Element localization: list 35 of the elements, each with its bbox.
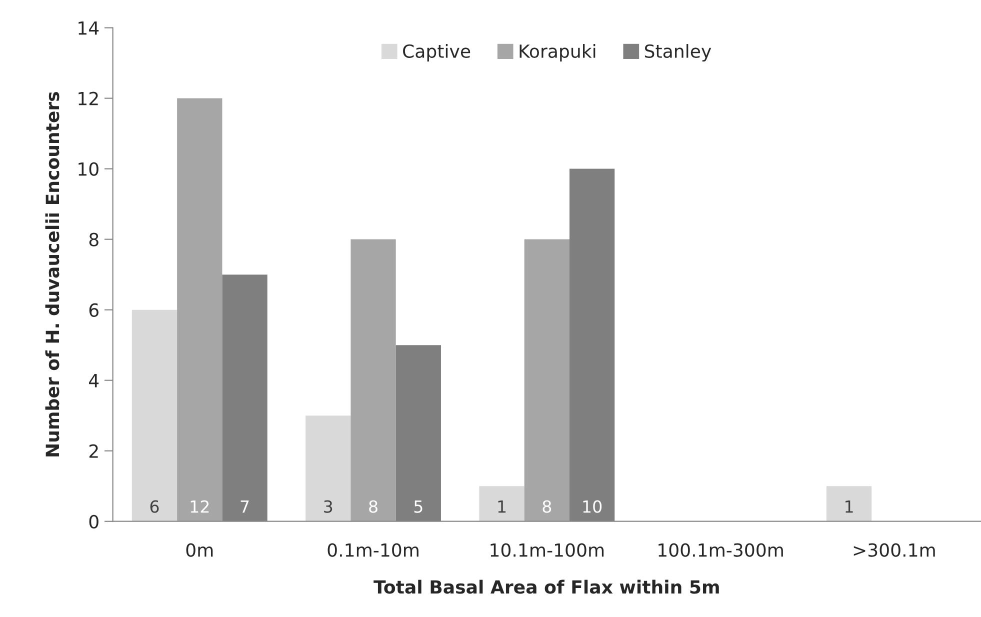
bar [350,239,396,522]
y-tick-label: 4 [89,374,99,388]
x-axis-title: Total Basal Area of Flax within 5m [374,580,719,594]
y-tick-label: 12 [78,92,98,106]
data-label: 12 [190,500,209,513]
data-label: 1 [498,500,506,513]
y-axis-title: Number of H. duvaucelii Encounters [45,92,60,456]
legend-label: Stanley [644,44,712,62]
bar [177,98,222,522]
data-label: 6 [150,500,159,513]
bar [132,310,178,522]
x-tick-label: 0.1m-10m [328,543,418,557]
data-label: 5 [414,500,422,513]
bar [479,486,524,522]
x-tick-label: >300.1m [854,543,935,557]
bar [826,486,872,522]
legend-label: Korapuki [520,44,596,62]
data-label: 10 [583,500,602,513]
y-tick-label: 8 [89,232,98,246]
y-tick-label: 0 [89,514,98,528]
x-tick-label: 10.1m-100m [490,543,604,557]
y-tick-label: 6 [89,303,98,317]
x-tick-label: 0m [186,543,213,557]
y-tick-label: 14 [78,21,99,35]
x-tick-label: 100.1m-300m [658,543,783,557]
legend-label: Captive [403,44,470,62]
bar [306,416,351,522]
data-label: 7 [240,500,249,513]
y-tick-label: 10 [78,162,98,176]
y-tick-label: 2 [89,444,98,458]
data-label: 8 [369,500,378,513]
data-label: 1 [846,500,853,513]
data-label: 3 [324,500,332,513]
data-label: 8 [542,500,552,513]
bar [524,239,570,522]
